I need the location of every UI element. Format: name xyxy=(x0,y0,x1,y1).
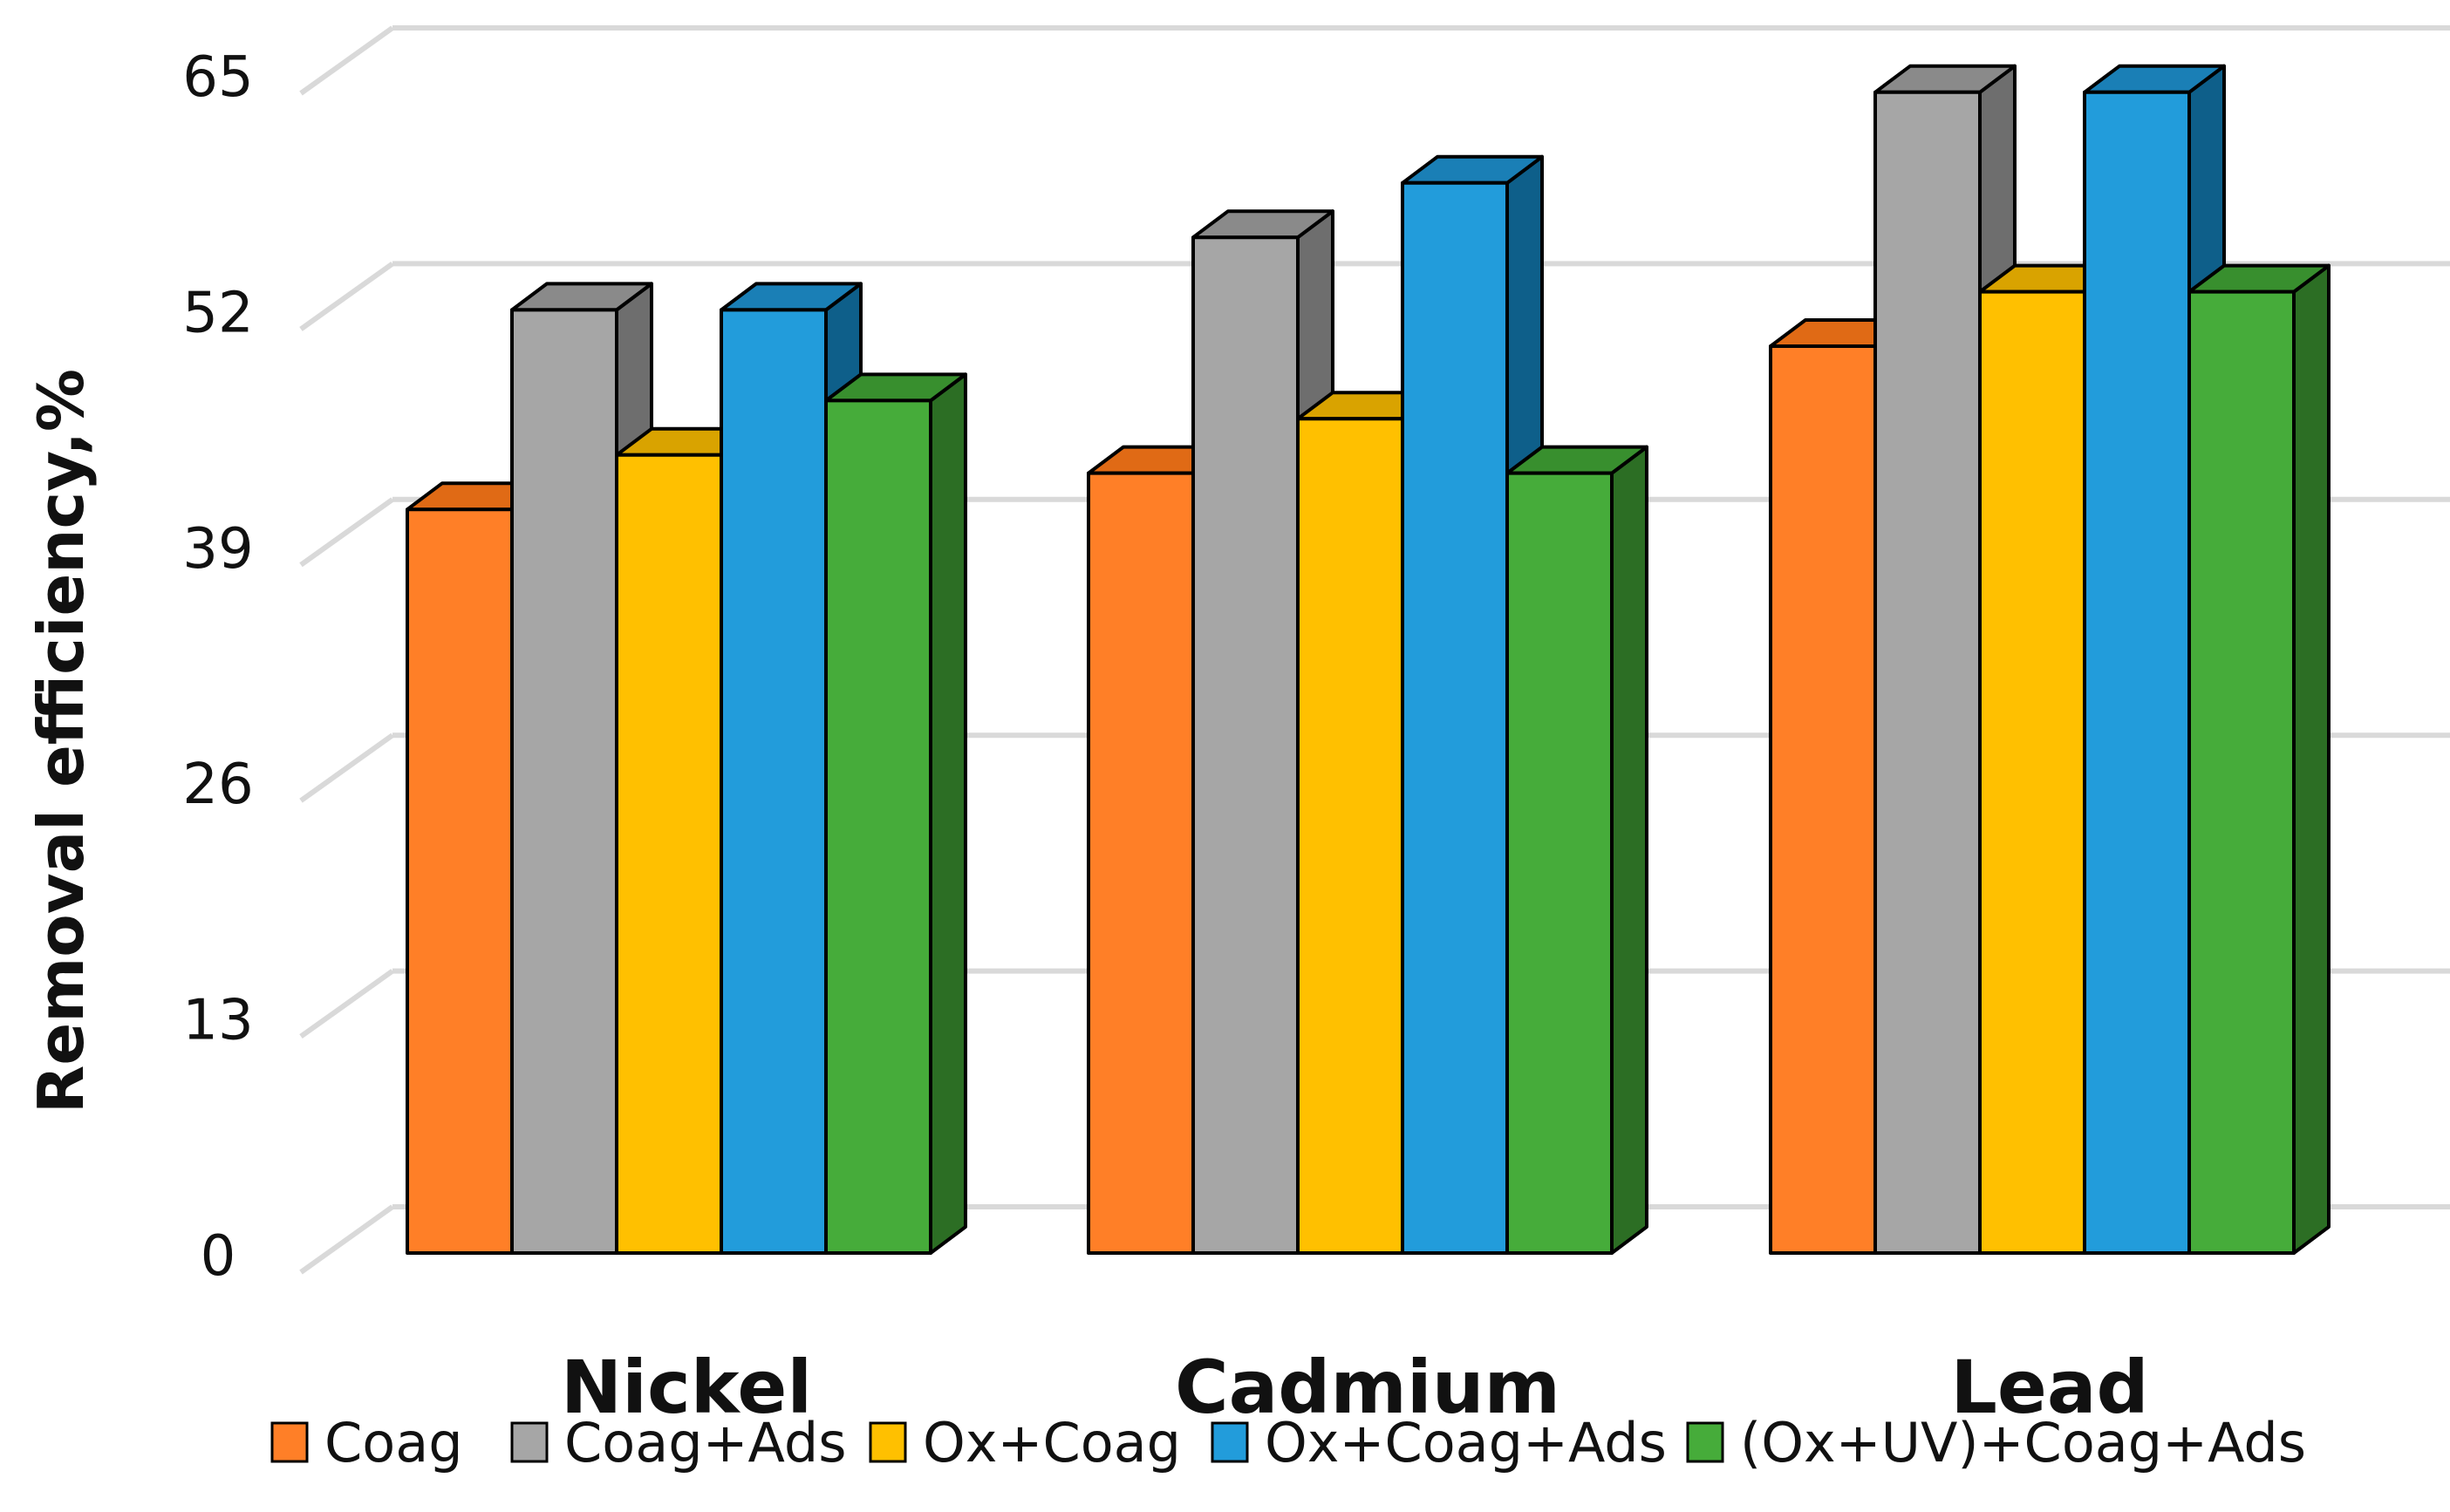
y-axis-ticks: 0 13 26 39 52 65 xyxy=(182,45,253,1289)
y-tick-label: 26 xyxy=(182,753,253,817)
gridline-slant xyxy=(299,969,394,1039)
legend-label: (Ox+UV)+Coag+Ads xyxy=(1740,1411,2306,1475)
bar xyxy=(1505,445,1648,1255)
bar-front xyxy=(1769,344,1877,1255)
legend-swatch xyxy=(270,1421,309,1463)
y-tick-label: 0 xyxy=(201,1224,236,1289)
bar-front xyxy=(824,398,932,1255)
gridline-slant xyxy=(299,732,394,803)
legend-item: Coag+Ads xyxy=(510,1411,847,1475)
x-category-label: Cadmium xyxy=(1175,1345,1560,1430)
legend-label: Coag xyxy=(324,1411,463,1475)
y-tick-label: 52 xyxy=(182,281,253,345)
legend-swatch xyxy=(869,1421,907,1463)
legend-item: (Ox+UV)+Coag+Ads xyxy=(1686,1411,2306,1475)
gridline-slant xyxy=(299,1204,394,1275)
legend-label: Coag+Ads xyxy=(564,1411,847,1475)
bar-front xyxy=(510,308,618,1255)
y-tick-label: 39 xyxy=(182,517,253,582)
legend-item: Ox+Coag xyxy=(869,1411,1181,1475)
x-category-label: Lead xyxy=(1950,1345,2148,1430)
bar-front xyxy=(1873,90,1982,1255)
bar-front xyxy=(1401,180,1509,1255)
bar-side xyxy=(2292,263,2331,1255)
legend-swatch xyxy=(1211,1421,1249,1463)
y-tick-label: 65 xyxy=(182,45,253,110)
bars xyxy=(406,64,2331,1256)
gridline xyxy=(299,25,2450,96)
bar-front xyxy=(1296,417,1404,1255)
bar-front xyxy=(2083,90,2191,1255)
gridline-slant xyxy=(299,261,394,331)
bar xyxy=(2187,263,2331,1256)
bar xyxy=(824,372,967,1255)
legend-item: Ox+Coag+Ads xyxy=(1211,1411,1667,1475)
gridline-slant xyxy=(299,497,394,568)
legend-swatch xyxy=(1686,1421,1724,1463)
y-tick-label: 13 xyxy=(182,989,253,1053)
bar-front xyxy=(1191,235,1300,1256)
bar-front xyxy=(1505,471,1614,1255)
x-category-label: Nickel xyxy=(561,1345,812,1430)
bar-side xyxy=(1610,445,1648,1255)
legend-swatch xyxy=(510,1421,549,1463)
bar-front xyxy=(615,453,723,1255)
bar-side xyxy=(929,372,967,1255)
bar-front xyxy=(2187,289,2296,1256)
legend-label: Ox+Coag+Ads xyxy=(1265,1411,1667,1475)
legend: Coag Coag+Ads Ox+Coag Ox+Coag+Ads (Ox+UV)+Co… xyxy=(270,1411,2306,1475)
legend-item: Coag xyxy=(270,1411,463,1475)
bar-front xyxy=(720,308,828,1255)
x-axis-categories: Nickel Cadmium Lead xyxy=(561,1345,2149,1430)
y-axis-title: Removal efficiency,% xyxy=(24,369,98,1114)
bar-front xyxy=(406,507,514,1255)
bar-front xyxy=(1978,289,2086,1256)
legend-label: Ox+Coag xyxy=(923,1411,1181,1475)
gridline-slant xyxy=(299,25,394,96)
bar-front xyxy=(1087,471,1195,1255)
